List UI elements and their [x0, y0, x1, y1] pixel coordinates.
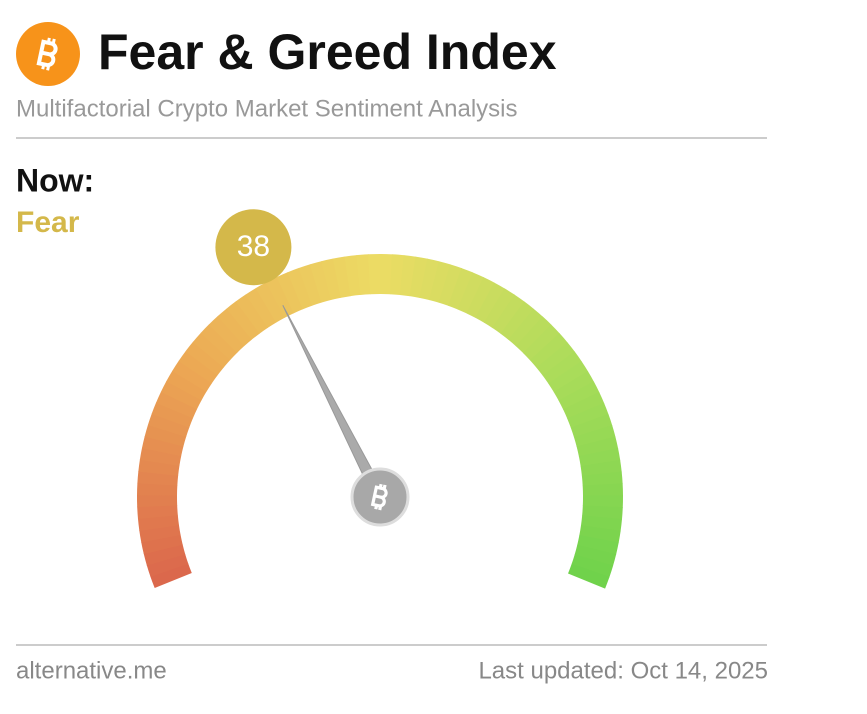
gauge-arc [577, 535, 619, 555]
gauge-arc [419, 258, 440, 301]
gauge-arc [536, 342, 575, 376]
subtitle: Multifactorial Crypto Market Sentiment A… [16, 95, 518, 122]
gauge-arc [448, 268, 474, 310]
gauge-arc [574, 544, 617, 567]
gauge-arc [558, 381, 600, 410]
gauge-arc [409, 256, 428, 298]
gauge-arc [147, 413, 190, 437]
gauge-arc [579, 525, 621, 544]
gauge-arc [150, 563, 192, 589]
gauge-arc [166, 370, 207, 401]
gauge-arc [500, 301, 535, 341]
last-updated: Last updated: Oct 14, 2025 [478, 657, 768, 684]
gauge-arc [321, 258, 342, 301]
gauge-arc [582, 495, 624, 508]
gauge-arc [245, 287, 277, 328]
gauge-arc [582, 505, 623, 520]
gauge-arc [548, 361, 589, 393]
gauge-arc [151, 402, 194, 428]
gauge-arc [160, 380, 202, 410]
gauge-arc [287, 267, 313, 310]
gauge-arc [137, 494, 178, 508]
gauge-arc [226, 301, 260, 340]
source: alternative.me [16, 657, 167, 684]
gauge-arc [457, 272, 485, 314]
gauge-arc [141, 435, 184, 457]
gauge-arc [508, 308, 544, 347]
gauge-arc [399, 255, 417, 297]
gauge-arc [276, 272, 304, 314]
gauge-arc [235, 294, 269, 334]
gauge-arc [137, 482, 178, 496]
gauge-arc [389, 254, 405, 296]
gauge-arc [581, 471, 623, 487]
gauge-arc [344, 255, 361, 297]
gauge-arc [429, 261, 451, 303]
gauge-arc [137, 514, 179, 531]
gauge-arc [192, 332, 231, 368]
gauge-arc [580, 515, 622, 532]
gauge-arc [138, 459, 180, 476]
gauge-arc [185, 341, 224, 376]
logo [16, 22, 80, 86]
gauge-arc [515, 316, 552, 354]
value-label: 38 [237, 230, 270, 263]
hub-icon [370, 483, 388, 511]
gauge-arc [567, 402, 609, 429]
gauge-arc [368, 254, 381, 295]
gauge-arc [356, 254, 371, 295]
title: Fear & Greed Index [98, 24, 557, 80]
gauge-arc [529, 333, 568, 368]
gauge-arc [475, 282, 505, 323]
gauge-arc [563, 392, 605, 419]
gauge-arc [542, 351, 582, 384]
gauge: 38 [137, 209, 624, 589]
gauge-arc [573, 425, 616, 447]
gauge-arc [580, 459, 622, 477]
gauge-arc [200, 324, 238, 361]
gauge-arc [265, 276, 295, 318]
gauge-arc [155, 391, 198, 419]
gauge-arc [576, 436, 619, 457]
gauge-arc [217, 308, 253, 347]
gauge-arc [553, 371, 595, 401]
gauge-arc [309, 261, 332, 303]
gauge-arc [255, 282, 286, 323]
gauge-arc [298, 264, 322, 306]
now-label: Now: [16, 162, 94, 198]
gauge-arc [568, 563, 610, 589]
gauge-arc [139, 447, 182, 466]
gauge-arc [380, 254, 393, 295]
value-bubble [215, 209, 292, 286]
classification: Fear [16, 206, 80, 239]
gauge-arc [146, 553, 189, 577]
gauge-arc [523, 324, 560, 361]
gauge-arc [137, 505, 178, 520]
gauge-arc [483, 288, 515, 329]
gauge-arc [178, 350, 218, 384]
gauge-arc [141, 534, 183, 555]
gauge-arc [144, 424, 187, 447]
hub-icon-b [370, 483, 388, 511]
gauge-arc [466, 277, 495, 318]
gauge-arc [492, 294, 525, 334]
gauge-arc [582, 483, 623, 497]
gauge-arc [143, 544, 186, 566]
gauge-arc [172, 360, 212, 392]
gauge-arc [438, 264, 463, 306]
gauge-arc [208, 316, 245, 353]
gauge-arc [571, 554, 614, 578]
gauge-arc [570, 413, 613, 438]
